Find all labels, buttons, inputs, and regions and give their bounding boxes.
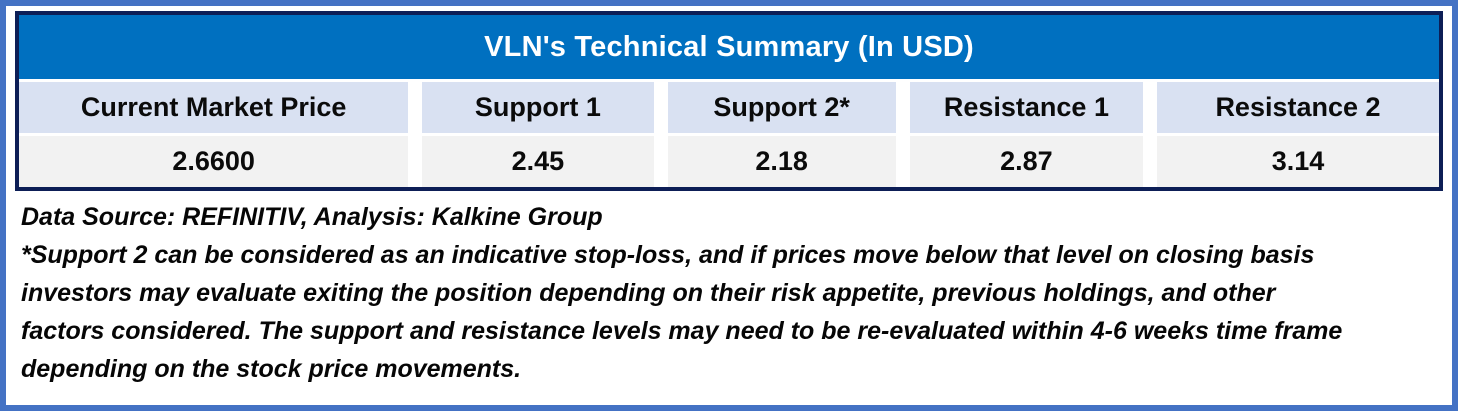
footnote-line-3: factors considered. The support and resi…: [21, 317, 1343, 345]
technical-summary-table: VLN's Technical Summary (In USD) Current…: [15, 11, 1443, 191]
value-current-market-price: 2.6600: [19, 136, 409, 187]
column-header-support-1: Support 1: [422, 82, 654, 133]
footnote-line-4: depending on the stock price movements.: [21, 355, 522, 383]
value-support-2: 2.18: [667, 136, 896, 187]
column-header-current-market-price: Current Market Price: [19, 82, 409, 133]
column-header-resistance-1: Resistance 1: [909, 82, 1144, 133]
footnote-line-2: investors may evaluate exiting the posit…: [21, 279, 1276, 307]
column-header-resistance-2: Resistance 2: [1157, 82, 1439, 133]
table-grid: Current Market Price Support 1 Support 2…: [19, 79, 1439, 187]
notes-block: Data Source: REFINITIV, Analysis: Kalkin…: [15, 191, 1443, 388]
value-support-1: 2.45: [422, 136, 654, 187]
column-header-support-2: Support 2*: [667, 82, 896, 133]
value-resistance-2: 3.14: [1157, 136, 1439, 187]
table-title: VLN's Technical Summary (In USD): [19, 15, 1439, 79]
footnote-line-1: *Support 2 can be considered as an indic…: [21, 241, 1315, 269]
data-source-line: Data Source: REFINITIV, Analysis: Kalkin…: [21, 203, 603, 231]
value-resistance-1: 2.87: [909, 136, 1144, 187]
